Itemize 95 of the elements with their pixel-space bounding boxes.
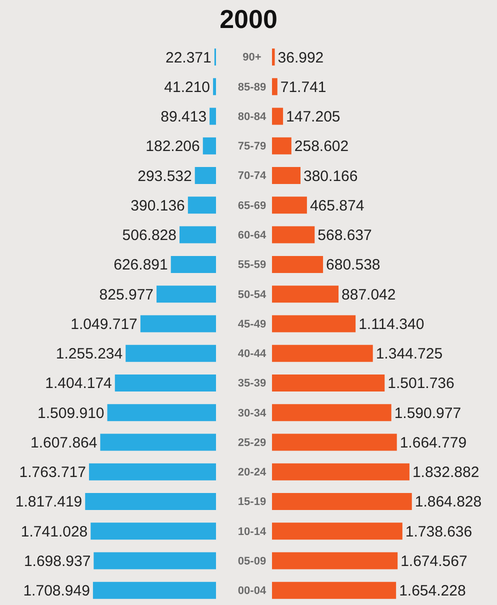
data-label: 258.602 [294,138,349,156]
bar [85,492,216,510]
data-label: 626.891 [114,256,168,274]
data-label: 1.654.228 [399,582,466,600]
y-tick-label: 15-19 [238,496,266,508]
y-tick-label: 20-24 [238,466,267,479]
bar [272,582,396,599]
data-label: 36.992 [278,49,324,66]
y-tick-label: 35-39 [238,378,266,390]
data-label: 1.344.725 [376,346,443,363]
bar [272,315,356,332]
bar [272,344,373,362]
bar [272,48,275,66]
bar [272,492,412,510]
bar [272,374,385,392]
bar [272,196,307,214]
y-tick-label: 75-79 [238,140,266,153]
data-label: 22.371 [166,49,212,66]
data-label: 680.538 [326,256,380,274]
bar [94,552,216,570]
bar [202,137,216,154]
data-label: 1.501.736 [388,375,454,392]
data-label: 147.205 [286,108,340,126]
data-label: 1.664.779 [400,434,467,452]
bar [188,196,216,214]
data-label: 1.674.567 [400,553,468,570]
data-label: 1.509.910 [38,404,104,422]
bar [272,463,410,480]
data-label: 380.166 [304,168,358,185]
y-tick-label: 10-14 [238,526,267,538]
data-label: 293.532 [138,168,192,185]
bar [272,137,292,154]
data-label: 1.738.636 [405,523,472,540]
bar [272,78,278,96]
data-label: 1.590.977 [394,404,462,422]
bar [272,434,397,451]
bar [272,256,324,273]
y-tick-label: 60-64 [238,230,267,242]
y-tick-label: 85-89 [238,81,266,94]
data-label: 568.637 [318,227,372,244]
data-label: 1.864.828 [414,494,482,511]
bar [140,315,216,332]
bar [272,404,392,422]
bar [126,344,216,362]
data-label: 1.607.864 [30,434,98,452]
data-label: 1.049.717 [70,316,138,333]
y-tick-label: 45-49 [238,318,266,330]
y-tick-label: 65-69 [238,200,266,212]
bar [89,463,216,480]
data-label: 825.977 [99,286,154,304]
y-tick-label: 25-29 [238,436,266,449]
y-tick-label: 90+ [242,52,262,64]
bar [170,256,216,273]
y-tick-label: 70-74 [238,170,267,182]
bar [272,167,301,184]
data-label: 506.828 [122,227,177,244]
bar [272,522,402,540]
y-tick-label: 05-09 [238,555,266,568]
bar [92,582,216,599]
bar [210,108,216,125]
data-label: 465.874 [310,197,364,214]
data-label: 1.404.174 [45,375,112,392]
data-label: 71.741 [280,78,326,96]
data-label: 1.708.949 [23,582,90,600]
data-label: 41.210 [164,78,210,96]
data-label: 887.042 [342,286,396,304]
y-tick-label: 50-54 [238,288,267,301]
data-label: 1.255.234 [56,346,123,363]
bar [90,522,216,540]
bar [272,226,315,244]
data-label: 390.136 [130,197,185,214]
chart-title: 2000 [218,4,278,35]
y-tick-label: 55-59 [238,259,266,272]
data-label: 1.114.340 [358,316,424,333]
bar [272,286,339,303]
y-tick-label: 40-44 [238,348,267,360]
bar [180,226,216,244]
bar [213,78,216,96]
data-label: 182.206 [146,138,200,156]
data-label: 1.817.419 [15,494,82,511]
bar [272,108,284,125]
bar [100,434,216,451]
y-tick-label: 00-04 [238,585,267,598]
bar [114,374,216,392]
data-label: 1.698.937 [24,553,91,570]
bar [156,286,216,303]
data-label: 1.763.717 [19,464,86,482]
bar [107,404,216,422]
data-label: 1.741.028 [20,523,88,540]
data-label: 89.413 [160,108,207,126]
y-tick-label: 30-34 [238,407,267,420]
data-label: 1.832.882 [412,464,480,482]
bar [194,167,216,184]
bar [272,552,398,570]
y-tick-label: 80-84 [238,110,267,123]
